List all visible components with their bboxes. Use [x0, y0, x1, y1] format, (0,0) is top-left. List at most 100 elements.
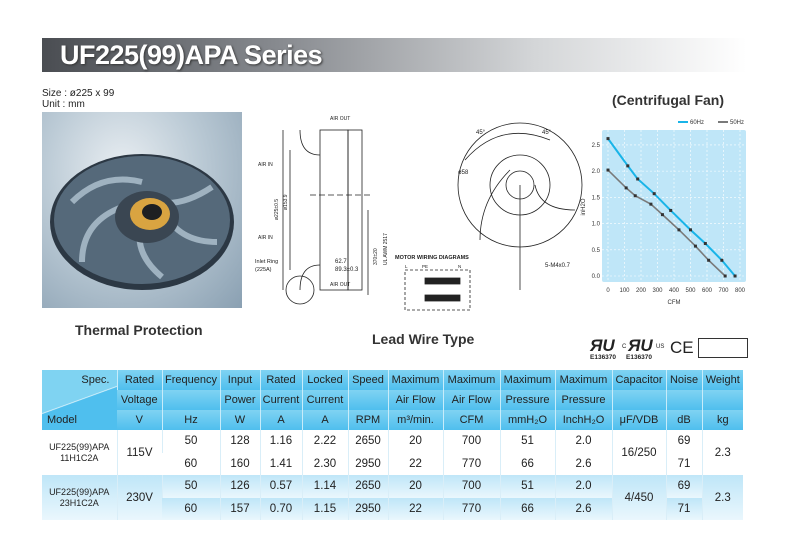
air-in-bottom: AIR IN — [258, 235, 273, 241]
mm-cell: 51 — [499, 430, 555, 453]
certification-logos: ЯU E136370 C ЯU US E136370 CE — [590, 336, 760, 362]
x-tick-label: 100 — [619, 288, 630, 294]
angle-left: 45° — [476, 130, 486, 136]
column-header — [161, 390, 220, 410]
column-header: Rated — [259, 370, 302, 390]
model-name: UF225(99)APA — [49, 441, 110, 452]
hz-cell: 60 — [162, 452, 220, 475]
column-header: Noise — [665, 370, 702, 390]
table-row: UF225(99)APA 11H1C2A 115V 50 128 1.16 2.22 2650… — [42, 430, 743, 475]
data-point — [707, 258, 711, 262]
column-header: A — [301, 410, 348, 430]
column-header: Capacitor — [611, 370, 666, 390]
chart-title: (Centrifugal Fan) — [612, 92, 724, 108]
rpm-cell: 2650 — [347, 430, 388, 453]
dim-62: 62.7 — [335, 259, 347, 265]
spec-label: Spec. — [81, 374, 110, 386]
y-tick-label: 2.5 — [592, 143, 601, 149]
x-tick-label: 700 — [718, 288, 729, 294]
inlet-ring-model: (225A) — [255, 267, 272, 273]
m3-cell: 22 — [387, 497, 443, 520]
cfm-cell: 700 — [442, 475, 500, 498]
column-header: Rated — [116, 370, 162, 390]
column-header: Voltage — [117, 390, 162, 410]
tuv-logo — [698, 338, 748, 358]
column-header: kg — [701, 410, 743, 430]
hz-cell: 50 — [161, 475, 220, 498]
column-header: Hz — [161, 410, 220, 430]
la-cell: 2.30 — [301, 452, 348, 475]
data-point — [669, 208, 673, 212]
data-point — [652, 192, 656, 196]
data-point — [723, 274, 727, 278]
lead-type: UL AWM 2517 — [383, 233, 389, 265]
photo-caption: Thermal Protection — [75, 322, 203, 338]
model-code: 11H1C2A — [60, 452, 99, 463]
capacitor-cell: 16/250 — [611, 430, 666, 475]
cul-number: E136370 — [626, 354, 653, 361]
cfm-cell: 770 — [442, 497, 500, 520]
column-header: Maximum — [499, 370, 555, 390]
x-tick-label: 200 — [636, 288, 647, 294]
column-header: InchH₂O — [554, 410, 612, 430]
model-label: Model — [47, 414, 77, 426]
mm-cell: 66 — [499, 497, 555, 520]
column-header: Maximum — [387, 370, 443, 390]
dia-58: ø58 — [458, 170, 469, 176]
data-point — [606, 137, 610, 141]
db-cell: 71 — [665, 497, 702, 520]
dia-inner: ø153.9 — [283, 194, 289, 210]
header-row: Voltage Power Current Current Air Flow Air Fl… — [42, 390, 743, 410]
x-tick-label: 400 — [669, 288, 680, 294]
db-cell: 69 — [665, 430, 702, 453]
inch-cell: 2.0 — [554, 430, 612, 453]
inch-cell: 2.6 — [554, 497, 612, 520]
hz-cell: 60 — [162, 497, 220, 520]
model-cell: UF225(99)APA 23H1C2A — [42, 475, 117, 520]
column-header — [611, 390, 666, 410]
data-point — [693, 244, 697, 248]
title-bar — [42, 38, 747, 72]
header-row: Spec. Model Rated Frequency Input Rated Locked… — [42, 370, 743, 430]
column-header: RPM — [347, 410, 388, 430]
wire-n: N — [458, 264, 461, 269]
column-header: Speed — [347, 370, 388, 390]
rpm-cell: 2950 — [347, 497, 388, 520]
page-title: UF225(99)APA Series — [60, 40, 323, 70]
screw-spec: 5-M4x0.7 — [545, 263, 571, 269]
cul-c: C — [622, 344, 627, 350]
a-cell: 0.57 — [259, 475, 302, 498]
column-header: mmH₂O — [499, 410, 555, 430]
inch-cell: 2.0 — [554, 475, 612, 498]
data-point — [677, 228, 681, 232]
ul-logo: ЯU — [590, 336, 615, 355]
cfm-cell: 770 — [442, 452, 500, 475]
ul-number: E136370 — [590, 354, 617, 361]
data-point — [703, 241, 707, 245]
table-row: UF225(99)APA 23H1C2A 230V 50 126 0.57 1.14 2650… — [42, 475, 743, 520]
legend-label: 50Hz — [730, 120, 744, 126]
x-tick-label: 0 — [606, 288, 610, 294]
w-cell: 157 — [219, 497, 260, 520]
column-header: Weight — [701, 370, 743, 390]
column-header: Current — [301, 390, 348, 410]
weight-cell: 2.3 — [701, 430, 743, 475]
cfm-cell: 700 — [442, 430, 500, 453]
column-header: Current — [259, 390, 302, 410]
column-header: Pressure — [554, 390, 612, 410]
column-header: Frequency — [161, 370, 220, 390]
model-code: 23H1C2A — [59, 497, 99, 508]
air-in-top: AIR IN — [258, 162, 273, 168]
data-point — [626, 164, 630, 168]
dimension-drawing: AIR OUT AIR IN AIR IN AIR OUT ø225±0.5 ø… — [255, 116, 583, 311]
data-point — [660, 213, 664, 217]
voltage-cell: 230V — [116, 475, 162, 520]
drawing-caption: Lead Wire Type — [372, 331, 475, 347]
w-cell: 126 — [219, 475, 260, 498]
x-tick-label: 500 — [685, 288, 696, 294]
column-header: V — [117, 410, 162, 430]
column-header: Input — [219, 370, 260, 390]
a-cell: 1.16 — [259, 430, 302, 453]
cul-logo: ЯU — [628, 336, 653, 355]
legend-label: 60Hz — [690, 120, 704, 126]
